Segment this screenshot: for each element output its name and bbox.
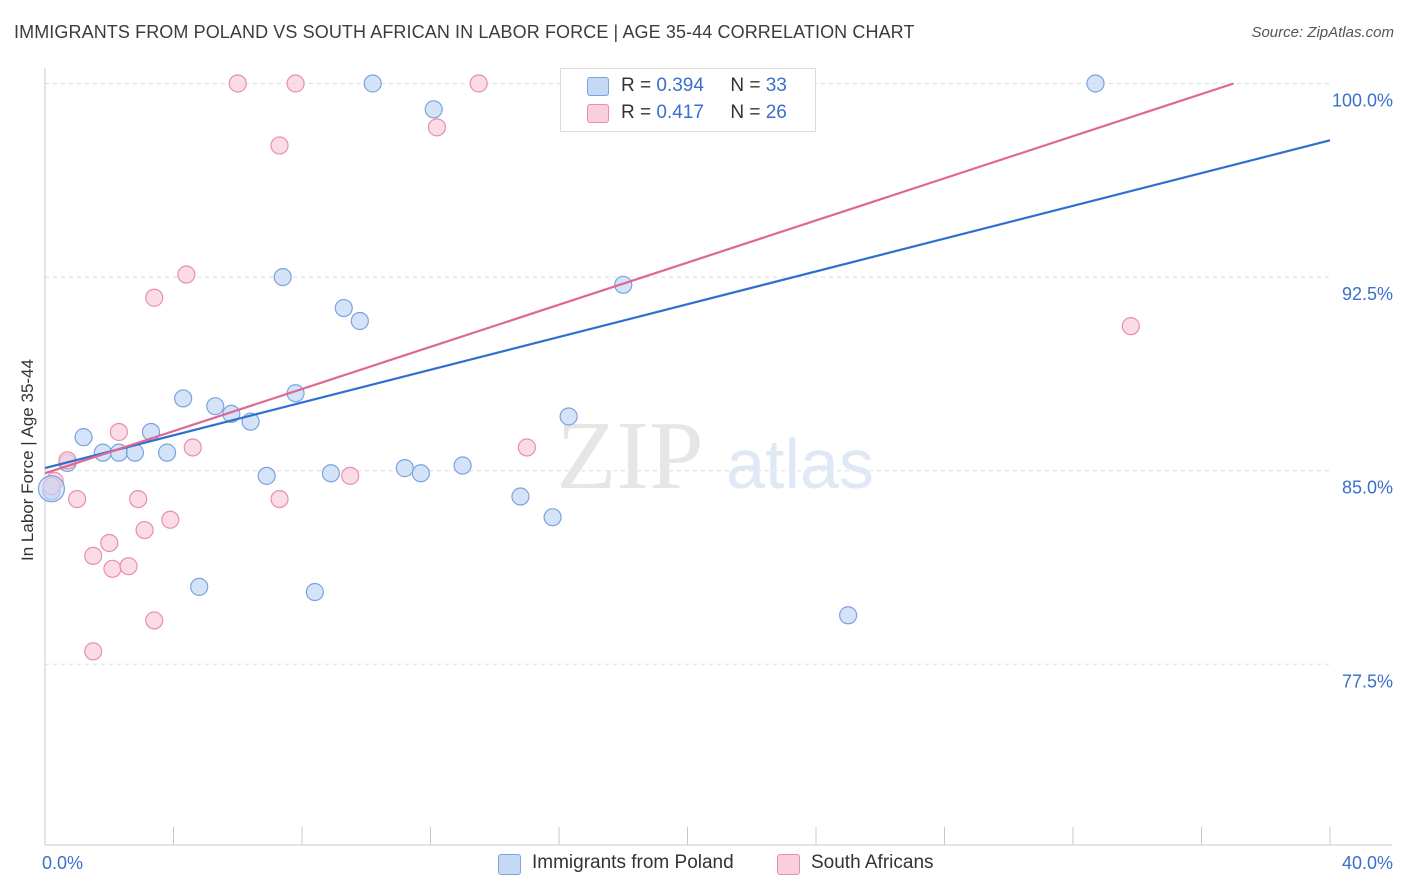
y-axis-label: In Labor Force | Age 35-44 bbox=[18, 359, 37, 561]
poland-point-2[interactable] bbox=[74, 428, 93, 447]
poland-n-label: N = bbox=[730, 75, 761, 96]
sa-point-17[interactable] bbox=[270, 136, 289, 155]
poland-point-18[interactable] bbox=[334, 298, 353, 318]
sa-point-11[interactable] bbox=[145, 611, 164, 630]
x-tick-label-0: 0.0% bbox=[42, 853, 83, 873]
sa-point-8[interactable] bbox=[119, 557, 138, 576]
poland-point-27[interactable] bbox=[559, 407, 578, 426]
poland-point-8[interactable] bbox=[174, 389, 193, 408]
trend-lines bbox=[44, 82, 1331, 475]
poland-n-value: 33 bbox=[765, 75, 787, 96]
sa-point-10[interactable] bbox=[135, 520, 154, 540]
sa-point-19[interactable] bbox=[286, 74, 305, 93]
poland-trend-line bbox=[44, 139, 1331, 470]
sa-r-value: 0.417 bbox=[656, 102, 704, 123]
data-points bbox=[37, 74, 1140, 661]
legend-poland-label: Immigrants from Poland bbox=[532, 852, 734, 873]
sa-point-18[interactable] bbox=[270, 489, 289, 509]
sa-point-6[interactable] bbox=[103, 559, 122, 578]
watermark-atlas: atlas bbox=[726, 425, 874, 503]
sa-point-7[interactable] bbox=[109, 422, 128, 442]
tick-labels: 100.0% 92.5% 85.0% 77.5% 0.0% 40.0% bbox=[42, 90, 1393, 873]
grid-lines bbox=[45, 82, 1330, 665]
poland-point-30[interactable] bbox=[614, 275, 633, 294]
poland-point-14[interactable] bbox=[273, 267, 292, 287]
sa-point-12[interactable] bbox=[161, 510, 180, 529]
source-label: Source: ZipAtlas.com bbox=[1251, 24, 1394, 41]
poland-point-9[interactable] bbox=[190, 577, 209, 596]
y-tick-label-2: 85.0% bbox=[1342, 478, 1393, 498]
y-tick-label-0: 100.0% bbox=[1332, 90, 1393, 110]
watermark-zip: ZIP bbox=[557, 402, 704, 510]
stats-legend: R = 0.394 N = 33 R = 0.417 N = 26 bbox=[560, 68, 816, 132]
sa-point-9[interactable] bbox=[129, 489, 148, 509]
sa-n-label: N = bbox=[730, 102, 761, 123]
poland-point-32[interactable] bbox=[1086, 74, 1105, 93]
sa-swatch bbox=[587, 104, 609, 123]
sa-point-4[interactable] bbox=[84, 546, 103, 565]
poland-point-20[interactable] bbox=[363, 74, 382, 93]
axes bbox=[44, 68, 1392, 846]
poland-point-10[interactable] bbox=[206, 397, 225, 416]
y-tick-label-3: 77.5% bbox=[1342, 671, 1393, 691]
sa-point-22[interactable] bbox=[469, 74, 488, 93]
sa-point-21[interactable] bbox=[427, 118, 447, 137]
poland-point-13[interactable] bbox=[257, 466, 276, 485]
sa-n-value: 26 bbox=[765, 102, 787, 123]
poland-point-cluster[interactable] bbox=[37, 475, 66, 503]
sa-point-3[interactable] bbox=[84, 642, 103, 661]
sa-point-14[interactable] bbox=[177, 265, 196, 284]
poland-point-16[interactable] bbox=[305, 582, 324, 602]
y-tick-label-1: 92.5% bbox=[1342, 284, 1393, 304]
poland-swatch bbox=[587, 77, 609, 96]
sa-trend-line bbox=[44, 82, 1234, 475]
poland-point-22[interactable] bbox=[411, 464, 430, 483]
poland-point-21[interactable] bbox=[395, 459, 414, 478]
sa-point-2[interactable] bbox=[68, 489, 87, 509]
poland-point-25[interactable] bbox=[511, 487, 530, 506]
poland-point-7[interactable] bbox=[157, 443, 177, 462]
legend-sa-swatch bbox=[777, 854, 800, 875]
legend-sa-label: South Africans bbox=[811, 852, 934, 873]
sa-point-24[interactable] bbox=[1121, 317, 1140, 336]
poland-r-value: 0.394 bbox=[656, 75, 704, 96]
sa-point-5[interactable] bbox=[100, 533, 119, 553]
sa-point-16[interactable] bbox=[228, 74, 247, 93]
x-tick-label-1: 40.0% bbox=[1342, 853, 1393, 873]
sa-point-15[interactable] bbox=[183, 438, 202, 457]
poland-point-17[interactable] bbox=[321, 464, 341, 483]
chart-title: IMMIGRANTS FROM POLAND VS SOUTH AFRICAN … bbox=[14, 22, 915, 42]
poland-point-19[interactable] bbox=[350, 311, 369, 331]
watermark: ZIP atlas bbox=[557, 402, 874, 510]
poland-r-label: R = bbox=[621, 75, 652, 96]
poland-point-26[interactable] bbox=[543, 508, 562, 527]
legend-poland-swatch bbox=[498, 854, 521, 875]
sa-r-label: R = bbox=[621, 102, 652, 123]
poland-point-24[interactable] bbox=[453, 456, 472, 475]
sa-point-13[interactable] bbox=[145, 288, 164, 307]
sa-point-23[interactable] bbox=[517, 438, 536, 457]
poland-point-31[interactable] bbox=[839, 606, 858, 625]
sa-point-20[interactable] bbox=[341, 466, 360, 485]
poland-point-23[interactable] bbox=[424, 100, 443, 119]
